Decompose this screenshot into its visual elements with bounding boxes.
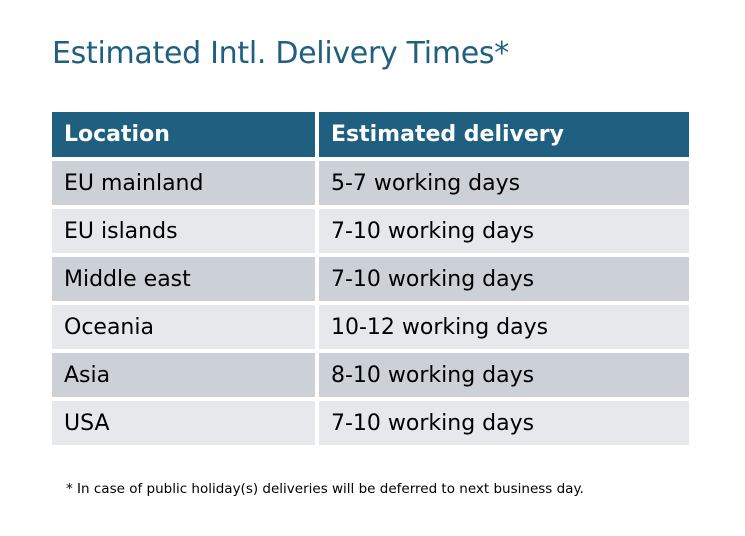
location-cell: EU mainland: [52, 161, 315, 205]
column-header-location: Location: [52, 112, 315, 157]
footnote: * In case of public holiday(s) deliverie…: [66, 481, 584, 497]
table-row: Asia 8-10 working days: [52, 353, 689, 397]
location-cell: Asia: [52, 353, 315, 397]
column-header-estimated-delivery: Estimated delivery: [319, 112, 689, 157]
delivery-time-cell: 10-12 working days: [319, 305, 689, 349]
table-header-row: Location Estimated delivery: [52, 112, 689, 157]
location-cell: EU islands: [52, 209, 315, 253]
table-row: Oceania 10-12 working days: [52, 305, 689, 349]
location-cell: Middle east: [52, 257, 315, 301]
table-row: USA 7-10 working days: [52, 401, 689, 445]
page-title: Estimated Intl. Delivery Times*: [52, 36, 509, 71]
table-row: EU mainland 5-7 working days: [52, 161, 689, 205]
table-row: EU islands 7-10 working days: [52, 209, 689, 253]
location-cell: USA: [52, 401, 315, 445]
delivery-time-cell: 7-10 working days: [319, 401, 689, 445]
delivery-time-cell: 7-10 working days: [319, 209, 689, 253]
delivery-times-table: Location Estimated delivery EU mainland 5…: [48, 108, 693, 449]
delivery-time-cell: 5-7 working days: [319, 161, 689, 205]
delivery-time-cell: 7-10 working days: [319, 257, 689, 301]
delivery-time-cell: 8-10 working days: [319, 353, 689, 397]
location-cell: Oceania: [52, 305, 315, 349]
table-row: Middle east 7-10 working days: [52, 257, 689, 301]
